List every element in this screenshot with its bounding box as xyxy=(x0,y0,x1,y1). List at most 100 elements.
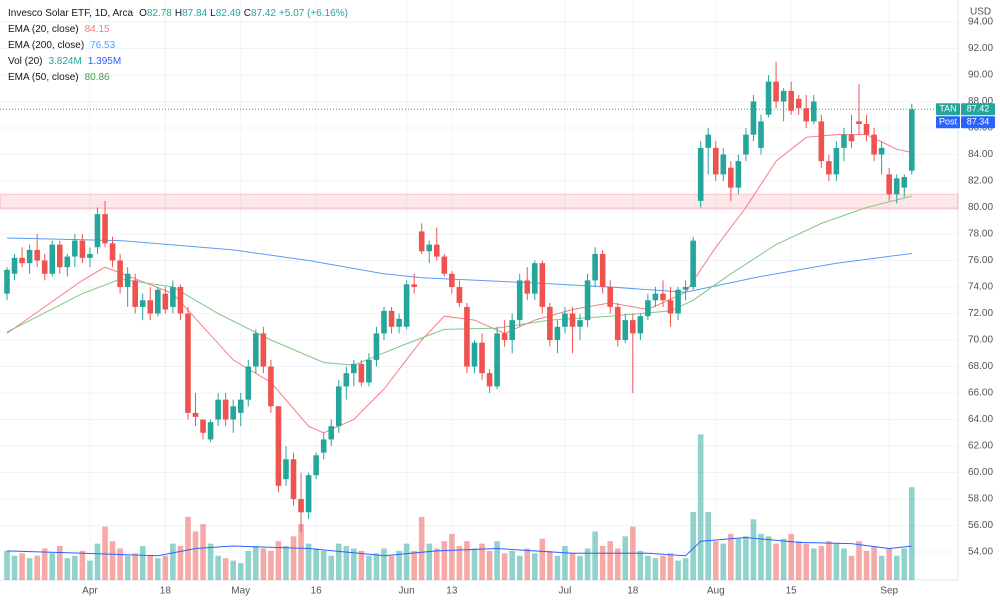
volume-bar xyxy=(237,563,244,580)
volume-bar xyxy=(856,541,862,580)
x-tick-label: 15 xyxy=(786,586,798,597)
volume-bar xyxy=(26,558,33,580)
legend-text: Invesco Solar ETF, 1D, Arca xyxy=(8,8,133,19)
volume-bar xyxy=(562,546,568,580)
x-tick-label: 13 xyxy=(446,586,458,597)
volume-bar xyxy=(185,516,191,580)
volume-bar xyxy=(147,555,154,580)
volume-bar xyxy=(155,558,161,580)
candle-body xyxy=(305,475,312,513)
legend-text: EMA (20, close) xyxy=(8,24,79,35)
candle-body xyxy=(803,108,810,122)
volume-bar xyxy=(87,560,93,580)
y-tick-label: 66.00 xyxy=(968,388,993,399)
volume-bar xyxy=(207,543,214,580)
volume-bar xyxy=(388,555,395,580)
candle-body xyxy=(433,244,440,257)
y-tick-label: 56.00 xyxy=(968,520,993,531)
candle-body xyxy=(720,154,727,175)
legend-text: +5.07 (+6.16%) xyxy=(279,8,348,19)
volume-bar xyxy=(132,553,138,580)
x-tick-label: Apr xyxy=(82,586,98,597)
volume-bar xyxy=(328,555,335,580)
candle-body xyxy=(532,263,538,294)
candle-body xyxy=(841,134,847,148)
legend-row: Vol (20) 3.824M 1.395M xyxy=(8,56,121,67)
candle-body xyxy=(622,320,629,341)
legend-text: C xyxy=(244,8,251,19)
support-zone xyxy=(0,193,959,210)
legend-text: 76.53 xyxy=(90,40,115,51)
x-tick-label: 16 xyxy=(311,586,323,597)
legend-text: H xyxy=(175,8,182,19)
candle-body xyxy=(878,147,885,155)
volume-bar xyxy=(222,558,229,580)
candle-body xyxy=(795,98,802,109)
volume-bar xyxy=(351,548,357,580)
volume-bar xyxy=(599,546,606,580)
x-tick-label: 18 xyxy=(160,586,172,597)
volume-bar xyxy=(795,541,802,580)
volume-bar xyxy=(456,546,463,580)
volume-bar xyxy=(539,538,546,580)
candle-body xyxy=(426,244,433,252)
candle-body xyxy=(735,161,742,188)
legend-row: EMA (200, close) 76.53 xyxy=(8,40,116,51)
volume-bar xyxy=(411,550,417,580)
zone xyxy=(0,193,959,210)
volume-bar xyxy=(253,546,259,580)
volume-bar xyxy=(162,555,169,580)
volume-bar xyxy=(177,546,184,580)
candle-body xyxy=(388,310,395,327)
volume-bar xyxy=(441,541,448,580)
candle-body xyxy=(886,174,892,195)
candle-body xyxy=(501,333,508,341)
volume-bar xyxy=(192,531,199,580)
volume-bar xyxy=(501,553,508,580)
y-tick-label: 54.00 xyxy=(968,547,993,558)
volume-bar xyxy=(358,550,365,580)
candle-body xyxy=(19,257,25,264)
y-tick-label: 82.00 xyxy=(968,176,993,187)
volume-bar xyxy=(509,550,515,580)
candle-body xyxy=(509,320,515,341)
y-tick-label: 72.00 xyxy=(968,308,993,319)
candle-body xyxy=(479,342,485,374)
candle-body xyxy=(313,455,319,476)
volume-bar xyxy=(275,541,282,580)
y-tick-label: 74.00 xyxy=(968,282,993,293)
candle-body xyxy=(871,134,877,155)
volume-bar xyxy=(841,548,847,580)
candle-body xyxy=(162,293,169,310)
candle-body xyxy=(856,121,862,125)
volume-bar xyxy=(667,553,674,580)
volume-bar xyxy=(547,550,553,580)
volume-bar xyxy=(878,555,885,580)
candle-body xyxy=(765,81,772,115)
candle-body xyxy=(592,253,598,281)
volume-bar xyxy=(449,533,455,580)
candle-body xyxy=(320,439,327,453)
candle-body xyxy=(177,287,184,314)
volume-bar xyxy=(622,536,629,580)
y-tick-label: 84.00 xyxy=(968,149,993,160)
ema-line xyxy=(6,237,912,293)
currency-label: USD xyxy=(970,7,991,18)
volume-bar xyxy=(554,555,561,580)
candle-body xyxy=(358,363,365,383)
volume-bar xyxy=(373,553,380,580)
legend-text: EMA (200, close) xyxy=(8,40,84,51)
legend-text: L xyxy=(210,8,216,19)
x-tick-label: Aug xyxy=(707,586,725,597)
candle-body xyxy=(909,109,915,171)
x-tick-label: Sep xyxy=(880,586,898,597)
candle-body xyxy=(411,284,417,288)
y-tick-label: 70.00 xyxy=(968,335,993,346)
volume-bar xyxy=(471,548,478,580)
candle-body xyxy=(577,320,583,327)
post-price-tag xyxy=(961,116,995,129)
candle-body xyxy=(539,263,546,307)
y-tick-label: 78.00 xyxy=(968,229,993,240)
volume-bar xyxy=(200,524,206,580)
candle-body xyxy=(901,177,908,188)
